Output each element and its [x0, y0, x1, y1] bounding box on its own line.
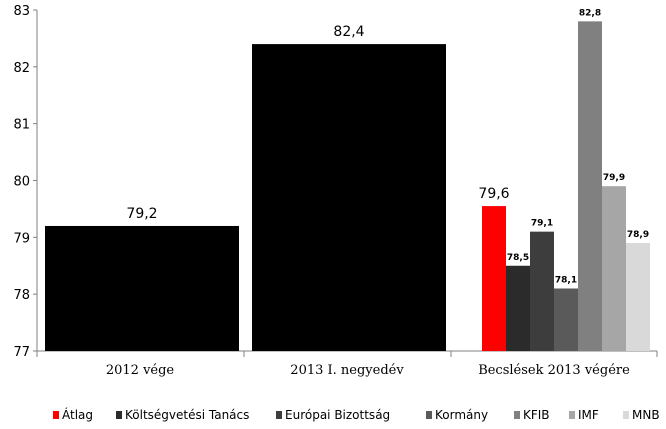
series-bar: [626, 243, 650, 351]
series-bar: [482, 206, 506, 351]
x-tick-label: 2013 I. negyedév: [290, 363, 404, 378]
data-label: 78,9: [627, 230, 649, 240]
legend-label: Költségvetési Tanács: [125, 408, 249, 422]
legend-swatch: [623, 411, 629, 419]
series-bar: [602, 186, 626, 351]
y-tick-label: 82: [13, 61, 30, 76]
x-tick-label: 2012 vége: [106, 363, 175, 378]
legend-swatch: [116, 411, 122, 419]
series-bar: [554, 288, 578, 351]
legend-swatch: [53, 411, 59, 419]
chart-bars: [45, 21, 650, 351]
data-label: 78,5: [507, 253, 529, 263]
data-label: 78,1: [555, 275, 577, 285]
data-label: 79,1: [531, 219, 553, 229]
x-tick-label: Becslések 2013 végére: [478, 363, 630, 378]
y-tick-label: 78: [13, 288, 30, 303]
bar: [45, 225, 239, 351]
data-label: 79,6: [478, 186, 509, 202]
legend-label: IMF: [578, 408, 599, 422]
legend-label: KFIB: [523, 408, 550, 422]
chart-legend: Átlag Költségvetési Tanács Európai Bizotts…: [53, 407, 660, 422]
data-label: 82,4: [333, 24, 364, 40]
y-tick-label: 79: [13, 231, 30, 246]
chart-axes: 77 78 79 80 81 82 83 2012 vége 2013 I. negyedév B…: [13, 4, 658, 378]
y-tick-label: 80: [13, 175, 30, 190]
data-label: 79,9: [603, 173, 625, 183]
series-bar: [530, 231, 554, 351]
y-tick-label: 77: [13, 345, 30, 360]
y-tick-label: 83: [13, 4, 30, 19]
legend-label: Átlag: [62, 407, 93, 422]
legend-swatch: [276, 411, 282, 419]
y-tick-label: 81: [13, 118, 30, 133]
legend-label: MNB: [632, 408, 660, 422]
legend-label: Európai Bizottság: [285, 408, 390, 422]
legend-swatch: [569, 411, 575, 419]
series-bar: [578, 21, 602, 351]
data-label: 82,8: [579, 8, 601, 18]
series-bar: [506, 265, 530, 351]
bar: [252, 44, 446, 351]
data-label: 79,2: [126, 206, 157, 222]
legend-label: Kormány: [435, 408, 488, 422]
legend-swatch: [514, 411, 520, 419]
legend-swatch: [426, 411, 432, 419]
data-labels: 79,2 82,4 79,6 78,5 79,1 78,1 82,8 79,9 78,9: [126, 8, 649, 285]
